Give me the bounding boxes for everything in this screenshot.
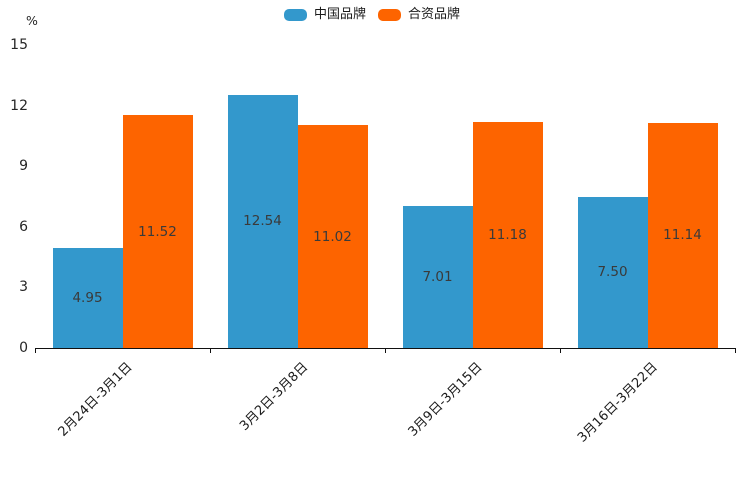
x-axis-tick <box>35 349 37 353</box>
chart-legend: 中国品牌 合资品牌 <box>0 8 744 22</box>
legend-label: 合资品牌 <box>408 7 461 22</box>
y-axis-unit-label: % <box>26 13 38 28</box>
legend-label: 中国品牌 <box>313 7 366 22</box>
x-axis-tick <box>735 349 737 353</box>
x-axis-tick <box>210 349 212 353</box>
y-tick-label: 6 <box>19 218 28 235</box>
bar-series1: 4.95 <box>52 248 123 348</box>
y-tick-label: 3 <box>19 279 28 296</box>
legend-item: 中国品牌 <box>283 7 366 22</box>
bar-value-label: 11.14 <box>663 227 702 244</box>
bar-value-label: 7.01 <box>422 269 453 286</box>
x-axis-tick <box>385 349 387 353</box>
plot-area: 4.95 11.52 12.54 11.02 7.01 11.18 7.50 11.14 <box>35 45 735 348</box>
bar-series2: 11.52 <box>122 115 193 348</box>
x-tick-label: 3月16日-3月22日 <box>575 359 661 446</box>
legend-swatch-icon <box>283 9 307 21</box>
y-tick-label: 15 <box>10 37 28 53</box>
y-tick-label: 9 <box>19 158 28 175</box>
legend-swatch-icon <box>378 9 401 21</box>
bar-value-label: 4.95 <box>72 290 103 306</box>
y-tick-label: 0 <box>19 340 28 356</box>
y-tick-label: 12 <box>10 97 28 114</box>
bar-series1: 12.54 <box>227 94 298 348</box>
legend-item: 合资品牌 <box>378 8 460 22</box>
x-axis-tick <box>560 349 562 353</box>
bar-series1: 7.01 <box>402 206 473 348</box>
bar-value-label: 7.50 <box>597 264 628 281</box>
bar-value-label: 12.54 <box>243 213 282 230</box>
bar-series1: 7.50 <box>577 196 648 348</box>
x-tick-label: 3月9日-3月15日 <box>405 359 486 440</box>
bar-series2: 11.02 <box>297 125 368 348</box>
bar-series2: 11.14 <box>647 122 718 348</box>
bar-value-label: 11.02 <box>313 228 352 245</box>
bar-series2: 11.18 <box>472 122 543 348</box>
x-axis-line <box>35 348 736 349</box>
bar-value-label: 11.52 <box>138 223 177 240</box>
x-tick-label: 3月2日-3月8日 <box>236 359 311 434</box>
x-tick-label: 2月24日-3月1日 <box>55 359 136 440</box>
bar-value-label: 11.18 <box>488 227 527 244</box>
